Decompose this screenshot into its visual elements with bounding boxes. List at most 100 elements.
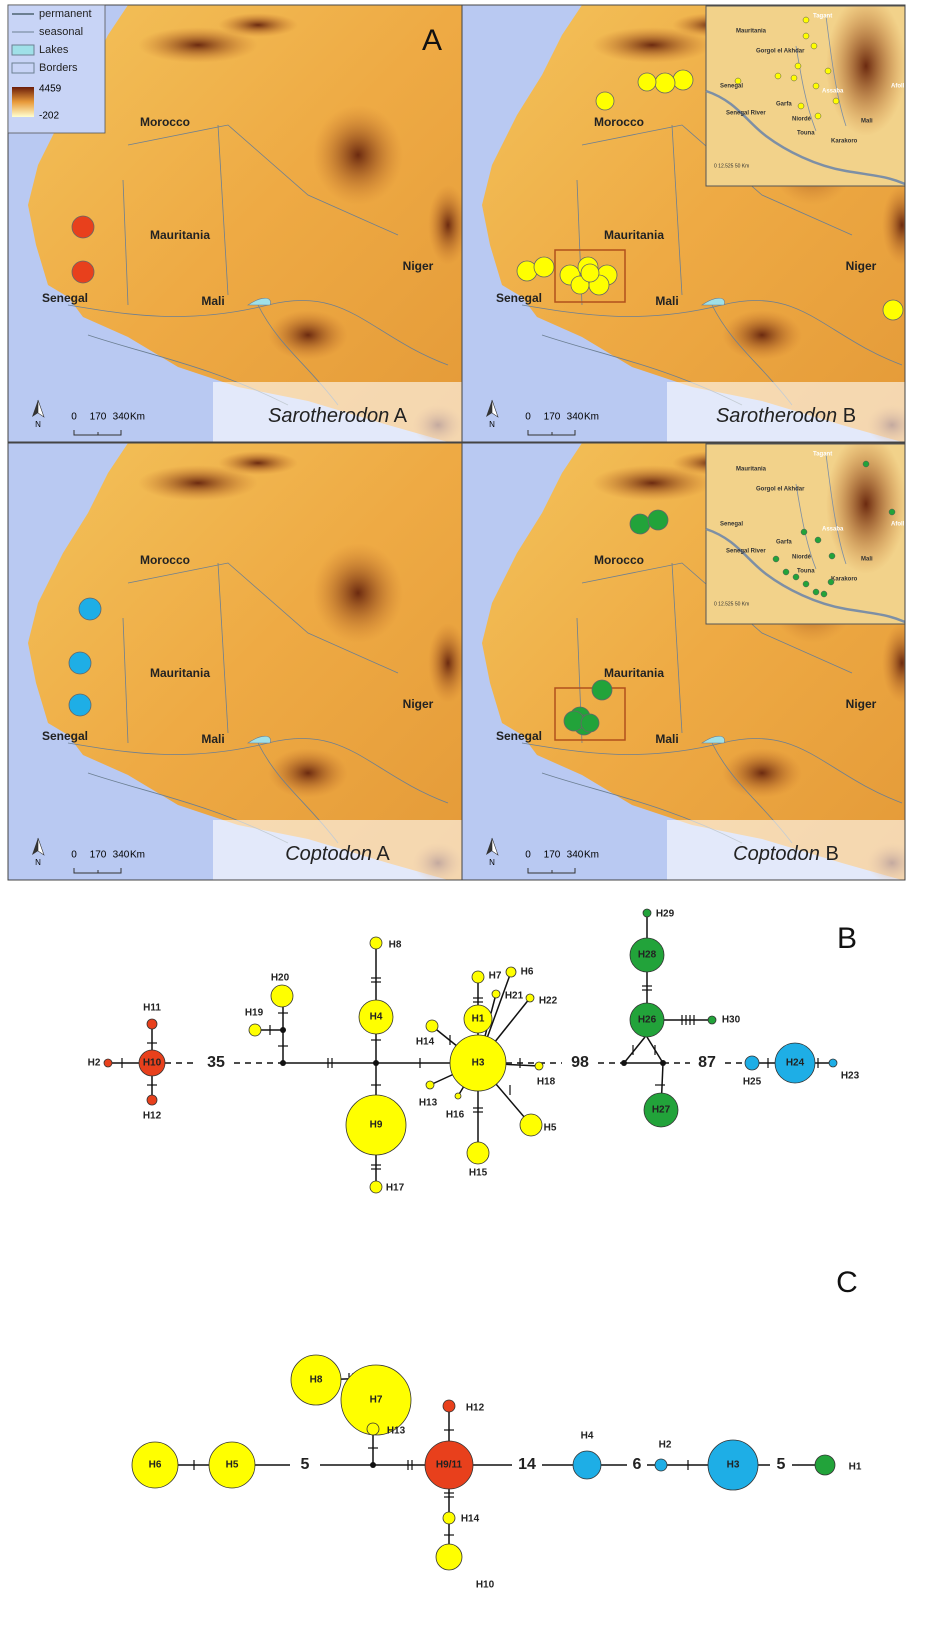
- haplotype-label: H28: [638, 950, 657, 961]
- haplotype-label: H19: [245, 1008, 264, 1019]
- haplotype-label: H29: [656, 909, 675, 920]
- country-label: Niger: [403, 259, 434, 273]
- haplotype-label: H16: [446, 1110, 465, 1121]
- inset-scale: 0 12.525 50 Km: [714, 601, 749, 607]
- haplotype: [815, 1455, 835, 1475]
- haplotype-label: H4: [581, 1431, 594, 1442]
- haplotype-label: H3: [472, 1058, 485, 1069]
- inset-scale: 0 12.525 50 Km: [714, 163, 749, 169]
- haplotype-label: H22: [539, 996, 558, 1007]
- haplotype-label: H9: [370, 1120, 383, 1131]
- haplotype: [492, 990, 500, 998]
- legend-label: permanent: [39, 8, 92, 20]
- genus: Coptodon: [285, 843, 372, 865]
- sample-site: [655, 73, 675, 93]
- haplotype-label: H14: [461, 1514, 480, 1525]
- haplotype-label: H14: [416, 1037, 435, 1048]
- haplotype: [472, 971, 484, 983]
- sample-site: [648, 510, 668, 530]
- inset-site: [815, 537, 821, 543]
- legend-label: 4459: [39, 84, 62, 95]
- map-panel: Tagant Mauritania Gorgol el Akhdar Senegal S…: [462, 0, 922, 445]
- haplotype-label: H26: [638, 1015, 657, 1026]
- inset-label: Tagant: [813, 452, 832, 458]
- country-label: Mauritania: [604, 228, 664, 242]
- haplotype: [370, 1181, 382, 1193]
- scale-tick: 340: [113, 850, 130, 861]
- genus: Sarotherodon: [716, 405, 837, 427]
- haplotype-label: H12: [143, 1111, 162, 1122]
- scale-tick: 0: [71, 412, 77, 423]
- haplotype: [643, 909, 651, 917]
- inset-label: Assaba: [822, 89, 844, 95]
- haplotype-label: H15: [469, 1168, 488, 1179]
- inset-label: Gorgol el Akhdar: [756, 49, 805, 55]
- country-label: Mali: [655, 732, 678, 746]
- inset-site: [829, 553, 835, 559]
- sample-site: [630, 514, 650, 534]
- inset-label: Mali: [861, 557, 873, 563]
- inset-site: [775, 73, 781, 79]
- country-label: Senegal: [496, 729, 542, 743]
- haplotype: [455, 1093, 461, 1099]
- haplotype-label: H6: [149, 1460, 162, 1471]
- mountain: [218, 13, 298, 37]
- inset-site: [889, 509, 895, 515]
- inset-site: [825, 68, 831, 74]
- north-label: N: [489, 420, 495, 429]
- sample-site: [596, 92, 614, 110]
- inset-site: [783, 569, 789, 575]
- genus: Coptodon: [733, 843, 820, 865]
- scale-tick: 340: [113, 412, 130, 423]
- scale-tick: 340: [567, 850, 584, 861]
- country-label: Mauritania: [604, 666, 664, 680]
- country-label: Mali: [655, 294, 678, 308]
- country-label: Morocco: [594, 115, 644, 129]
- country-label: Niger: [846, 697, 877, 711]
- north-label: N: [489, 858, 495, 867]
- inset-label: Senegal: [720, 522, 743, 528]
- inset-site: [828, 579, 834, 585]
- inset-site: [795, 63, 801, 69]
- sample-site: [69, 694, 91, 716]
- edge-label: 5: [301, 1456, 310, 1473]
- scale-unit: Km: [584, 412, 599, 423]
- inset-site: [801, 529, 807, 535]
- edge-label: 35: [207, 1054, 225, 1071]
- legend-label: Lakes: [39, 44, 69, 56]
- haplotype: [104, 1059, 112, 1067]
- haplotype: [249, 1024, 261, 1036]
- median-vector: [280, 1027, 286, 1033]
- map-content: Tagant Mauritania Gorgol el Akhdar Senegal S…: [462, 0, 922, 445]
- haplotype: [655, 1459, 667, 1471]
- haplotype: [526, 994, 534, 1002]
- haplotype-label: H12: [466, 1403, 485, 1414]
- inset-site: [803, 581, 809, 587]
- scale-unit: Km: [584, 850, 599, 861]
- genus: Sarotherodon: [268, 405, 389, 427]
- elevation-ramp: [12, 87, 34, 117]
- haplotype-label: H2: [88, 1058, 101, 1069]
- scale-tick: 0: [525, 412, 531, 423]
- haplotype-label: H6: [521, 967, 534, 978]
- sample-site: [72, 261, 94, 283]
- inset-site: [833, 98, 839, 104]
- country-label: Senegal: [496, 291, 542, 305]
- inset-label: Mauritania: [736, 467, 767, 473]
- mountain: [268, 310, 348, 360]
- scale-tick: 0: [71, 850, 77, 861]
- sample-site: [581, 264, 599, 282]
- sample-site: [883, 300, 903, 320]
- inset-site: [735, 78, 741, 84]
- inset-label: Senegal River: [726, 111, 766, 117]
- inset-label: Tagant: [813, 14, 832, 20]
- inset-label: Niordé: [792, 117, 812, 123]
- inset-site: [773, 556, 779, 562]
- haplotype: [520, 1114, 542, 1136]
- scale-tick: 0: [525, 850, 531, 861]
- legend-swatch: [12, 45, 34, 55]
- scale-unit: Km: [130, 412, 145, 423]
- scale-tick: 340: [567, 412, 584, 423]
- median-vector: [373, 1060, 379, 1066]
